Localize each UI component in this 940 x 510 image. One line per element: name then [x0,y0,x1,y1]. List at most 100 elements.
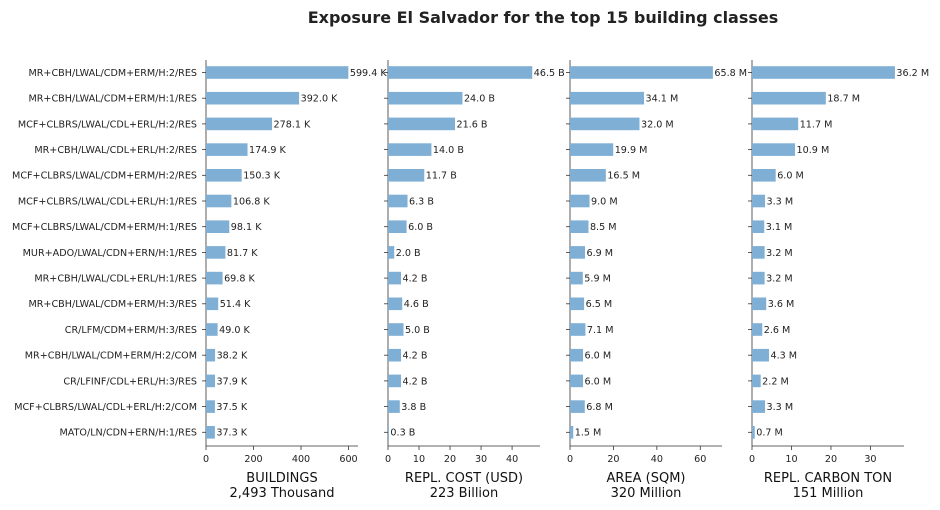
bar [752,117,799,131]
bar [752,66,895,79]
bar [206,400,215,413]
category-label: CR/LFINF/CDL+ERL/H:3/RES [63,376,197,387]
bar [570,246,585,259]
bar [388,91,463,105]
bar [206,91,300,105]
x-tick-label: 30 [864,454,876,465]
x-tick-label: 0 [385,454,391,465]
bar-value-label: 16.5 M [607,171,640,182]
bar-value-label: 3.3 M [767,402,794,413]
bar-value-label: 14.0 B [433,145,464,156]
x-tick-label: 30 [475,454,487,465]
bar [388,400,400,413]
bar-value-label: 49.0 K [219,325,250,336]
bar-value-label: 6.9 M [586,248,613,259]
bar-value-label: 0.3 B [390,428,415,439]
bar [752,297,767,311]
category-label: MR+CBH/LWAL/CDL+ERL/H:1/RES [34,274,197,285]
bar-value-label: 599.4 K [350,68,388,79]
bar-value-label: 5.0 B [405,325,430,336]
bar-value-label: 36.2 M [896,68,929,79]
bar-value-label: 7.1 M [587,325,614,336]
bar [752,220,765,233]
bar-value-label: 32.0 M [641,119,674,130]
bar [388,271,402,285]
bar [752,426,755,439]
bar [388,169,425,182]
bar [570,348,584,362]
bar-value-label: 3.2 M [766,274,793,285]
bar [206,374,216,388]
bar [570,91,645,105]
bar [206,271,223,285]
bar [206,426,215,439]
bar-value-label: 2.2 M [762,376,789,387]
x-tick-label: 10 [785,454,797,465]
bar-value-label: 98.1 K [231,222,262,233]
bar [570,66,713,79]
x-tick-label: 40 [651,454,663,465]
bar [206,297,219,311]
bar-value-label: 38.2 K [217,351,248,362]
bar-value-label: 3.6 M [768,299,795,310]
bar-value-label: 392.0 K [301,94,339,105]
x-tick-label: 200 [244,454,262,465]
bar [570,271,583,285]
bar-value-label: 69.8 K [224,274,255,285]
bar-value-label: 9.0 M [591,196,618,207]
bar [388,117,456,131]
category-label: MCF+CLBRS/LWAL/CDM+ERM/H:1/RES [12,222,197,233]
bar-value-label: 10.9 M [797,145,830,156]
x-tick-label: 0 [567,454,573,465]
x-axis-total: 2,493 Thousand [230,486,335,501]
x-tick-label: 20 [444,454,456,465]
bar [752,143,796,156]
bar [752,194,766,208]
bar [388,220,407,233]
x-axis-label: REPL. COST (USD) [405,471,523,486]
bar-value-label: 106.8 K [233,196,271,207]
x-tick-label: 20 [825,454,837,465]
bar [206,143,248,156]
x-tick-label: 60 [694,454,706,465]
bar-value-label: 46.5 B [534,68,565,79]
bar-value-label: 3.1 M [766,222,793,233]
bar [206,169,242,182]
x-axis-total: 223 Billion [430,486,499,501]
bar-value-label: 65.8 M [714,68,747,79]
category-label: MCF+CLBRS/LWAL/CDL+ERL/H:2/RES [18,119,197,130]
bar [752,323,763,336]
bar-value-label: 37.5 K [216,402,247,413]
bar-value-label: 6.0 M [585,376,612,387]
bar-value-label: 4.6 B [404,299,429,310]
bar-value-label: 37.3 K [216,428,247,439]
bar-value-label: 34.1 M [646,94,679,105]
bar [752,246,765,259]
category-label: MCF+CLBRS/LWAL/CDL+ERL/H:2/COM [14,402,197,413]
bar [388,143,432,156]
x-tick-label: 400 [292,454,310,465]
bar-value-label: 11.7 M [800,119,833,130]
bar [752,400,766,413]
bar [752,374,761,388]
category-label: MCF+CLBRS/LWAL/CDM+ERM/H:2/RES [12,171,197,182]
bar [752,169,776,182]
bar-value-label: 2.0 B [396,248,421,259]
bar-value-label: 4.2 B [403,351,428,362]
bar-value-label: 2.6 M [764,325,791,336]
bar-value-label: 18.7 M [827,94,860,105]
bar [388,246,395,259]
bar [570,194,590,208]
bar [570,143,614,156]
x-axis-total: 320 Million [611,486,682,501]
category-label: MR+CBH/LWAL/CDM+ERM/H:3/RES [28,299,197,310]
bar-value-label: 4.2 B [403,376,428,387]
category-label: MATO/LN/CDN+ERN/H:1/RES [59,428,197,439]
bar [752,271,765,285]
bar-value-label: 51.4 K [220,299,251,310]
bar [388,297,403,311]
bar-value-label: 1.5 M [575,428,602,439]
bar [206,66,349,79]
